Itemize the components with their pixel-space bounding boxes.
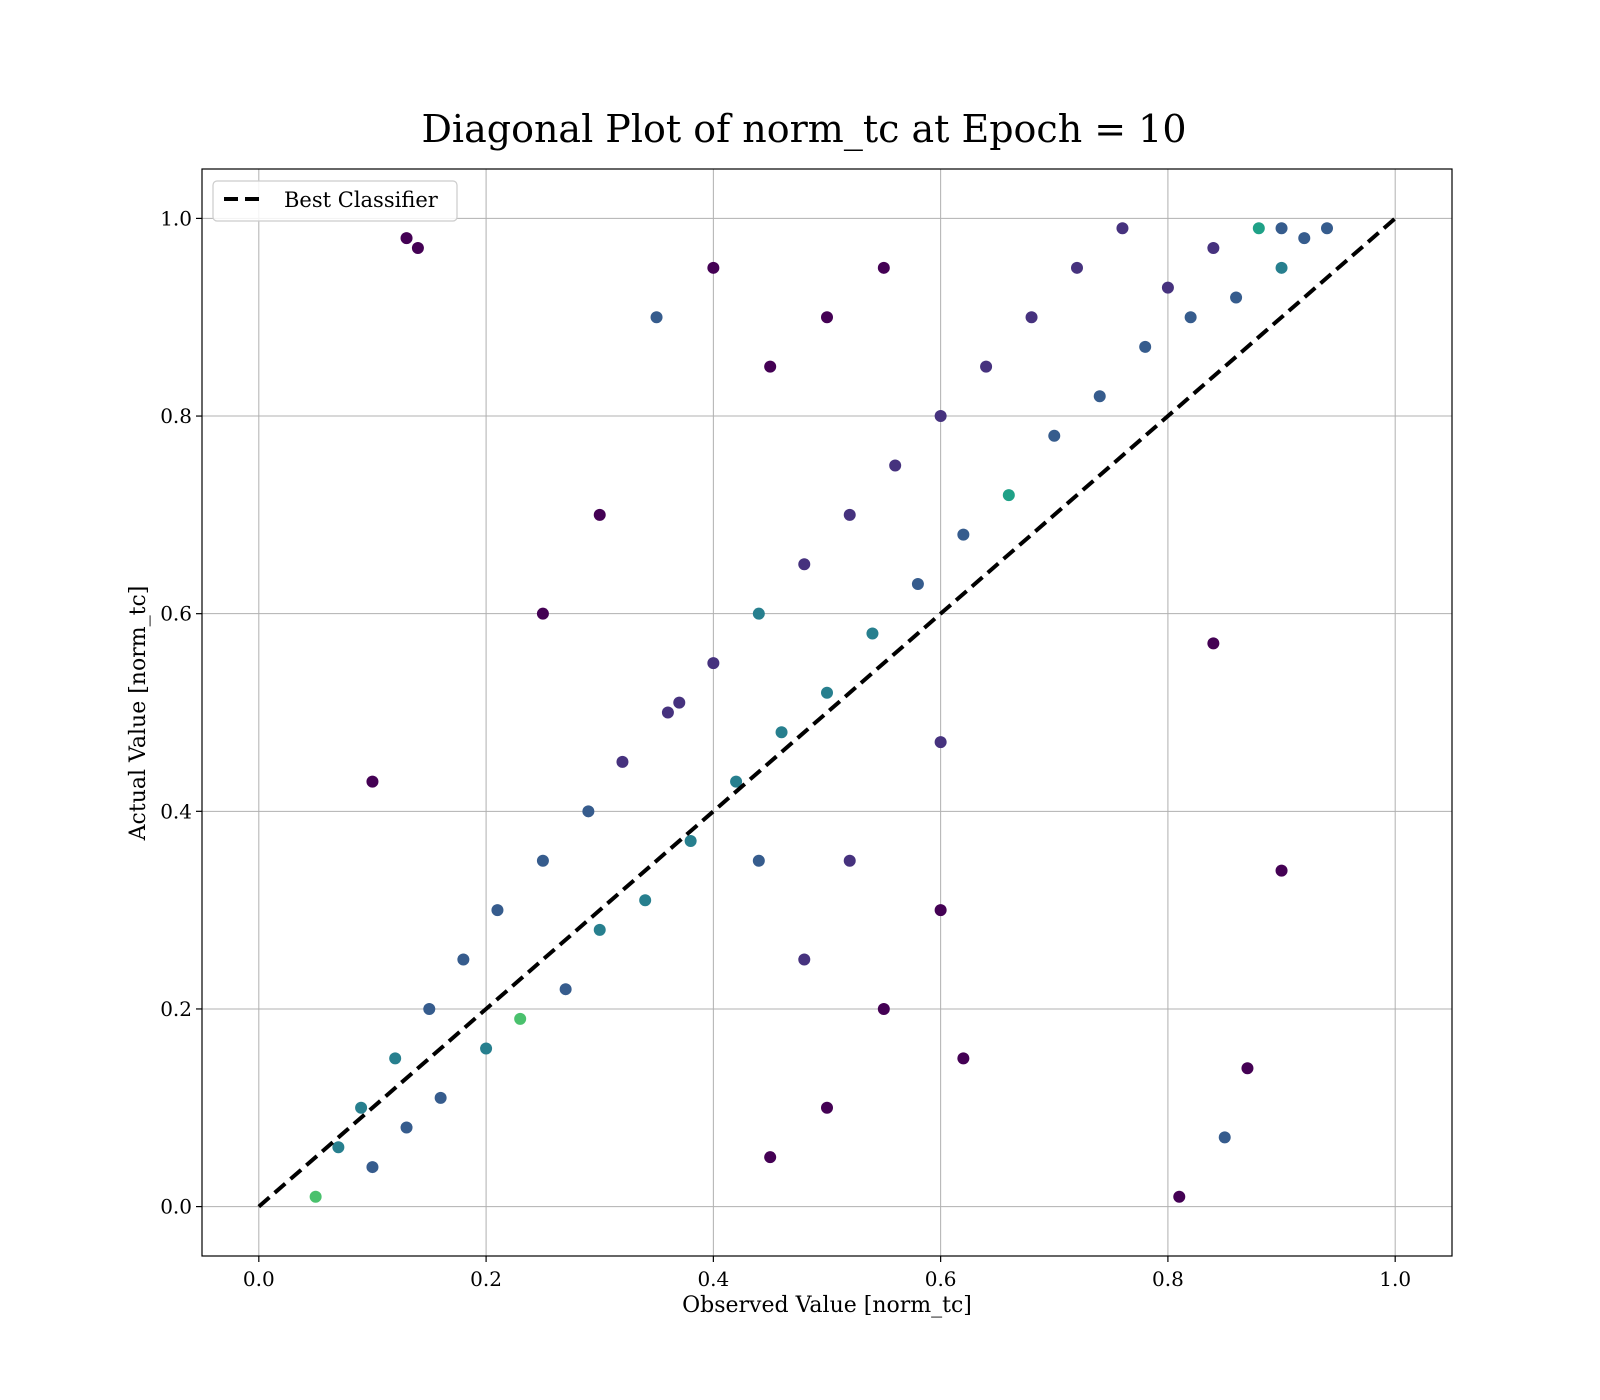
scatter-point — [798, 953, 811, 966]
y-axis-label: Actual Value [norm_tc] — [126, 586, 151, 842]
scatter-point — [752, 854, 765, 867]
axis-ticks: 0.0 0.2 0.4 0.6 0.8 1.0 0.0 0.2 0.4 0.6 0.8 1.0 — [160, 206, 1411, 1291]
scatter-point — [684, 834, 697, 847]
scatter-point — [1241, 1062, 1254, 1075]
scatter-point — [889, 459, 902, 472]
scatter-point — [934, 736, 947, 749]
scatter-point — [911, 578, 924, 591]
scatter-point — [752, 607, 765, 620]
scatter-point — [673, 696, 686, 709]
scatter-point — [707, 657, 720, 670]
scatter-point — [843, 854, 856, 867]
plot-area-frame — [201, 168, 1453, 1257]
scatter-point — [866, 627, 879, 640]
scatter-point — [366, 1161, 379, 1174]
scatter-point — [775, 726, 788, 739]
scatter-point — [1139, 340, 1152, 353]
chart-title: Diagonal Plot of norm_tc at Epoch = 10 — [421, 107, 1186, 152]
scatter-point — [957, 1052, 970, 1065]
scatter-point — [1184, 311, 1197, 324]
scatter-point — [355, 1101, 368, 1114]
scatter-point — [1116, 222, 1129, 235]
x-tick-label: 0.4 — [697, 1267, 729, 1291]
scatter-point — [1230, 291, 1243, 304]
scatter-point — [616, 755, 629, 768]
scatter-point — [957, 528, 970, 541]
scatter-point — [707, 261, 720, 274]
scatter-point — [1048, 429, 1061, 442]
scatter-point — [661, 706, 674, 719]
legend-box — [212, 180, 458, 222]
scatter-point — [934, 410, 947, 423]
scatter-point — [400, 1121, 413, 1134]
y-tick-label: 0.8 — [160, 404, 192, 428]
scatter-point — [1252, 222, 1265, 235]
scatter-point — [1161, 281, 1174, 294]
scatter-point — [821, 1101, 833, 1114]
scatter-point — [798, 558, 811, 571]
x-tick-label: 0.2 — [470, 1267, 502, 1291]
scatter-point — [400, 232, 413, 245]
scatter-point — [593, 923, 606, 936]
scatter-point — [1002, 489, 1015, 502]
scatter-point — [593, 508, 606, 521]
scatter-point — [366, 775, 379, 788]
scatter-point — [491, 904, 504, 917]
scatter-point — [730, 775, 743, 788]
scatter-point — [843, 508, 856, 521]
scatter-point — [559, 983, 572, 996]
y-tick-label: 0.0 — [160, 1195, 192, 1219]
scatter-point — [1275, 222, 1288, 235]
scatter-point — [1275, 864, 1288, 877]
scatter-point — [389, 1052, 402, 1065]
y-tick-label: 0.6 — [160, 602, 192, 626]
scatter-point — [423, 1002, 436, 1015]
scatter-points — [309, 222, 1333, 1203]
scatter-point — [411, 242, 424, 255]
scatter-point — [1207, 637, 1220, 650]
scatter-point — [1025, 311, 1038, 324]
scatter-point — [1275, 261, 1288, 274]
scatter-point — [457, 953, 470, 966]
scatter-point — [764, 1151, 777, 1164]
scatter-point — [480, 1042, 493, 1055]
scatter-point — [582, 805, 595, 818]
scatter-point — [877, 261, 890, 274]
scatter-point — [1321, 222, 1333, 235]
scatter-point — [934, 904, 947, 917]
scatter-point — [764, 360, 777, 373]
scatter-point — [877, 1002, 890, 1015]
y-tick-label: 0.2 — [160, 997, 192, 1021]
y-tick-label: 0.4 — [160, 799, 192, 823]
grid-lines — [202, 169, 1452, 1256]
x-tick-label: 0.8 — [1152, 1267, 1184, 1291]
scatter-point — [1093, 390, 1106, 403]
scatter-point — [1207, 242, 1220, 255]
x-tick-label: 0.6 — [925, 1267, 957, 1291]
x-axis-label: Observed Value [norm_tc] — [682, 1293, 972, 1318]
scatter-point — [514, 1012, 527, 1025]
scatter-point — [536, 854, 549, 867]
scatter-point — [309, 1190, 322, 1203]
scatter-point — [434, 1091, 447, 1104]
scatter-point — [980, 360, 993, 373]
scatter-point — [536, 607, 549, 620]
scatter-point — [1071, 261, 1083, 274]
scatter-point — [1218, 1131, 1231, 1144]
legend-label-best-classifier: Best Classifier — [284, 188, 439, 212]
scatter-point — [332, 1141, 345, 1154]
x-tick-label: 1.0 — [1379, 1267, 1411, 1291]
scatter-point — [821, 686, 833, 699]
scatter-point — [639, 894, 652, 907]
scatter-point — [821, 311, 833, 324]
scatter-point — [650, 311, 663, 324]
x-tick-label: 0.0 — [243, 1267, 275, 1291]
scatter-point — [1173, 1190, 1186, 1203]
scatter-point — [1298, 232, 1311, 245]
y-tick-label: 1.0 — [160, 206, 192, 230]
legend: Best Classifier — [212, 180, 458, 222]
